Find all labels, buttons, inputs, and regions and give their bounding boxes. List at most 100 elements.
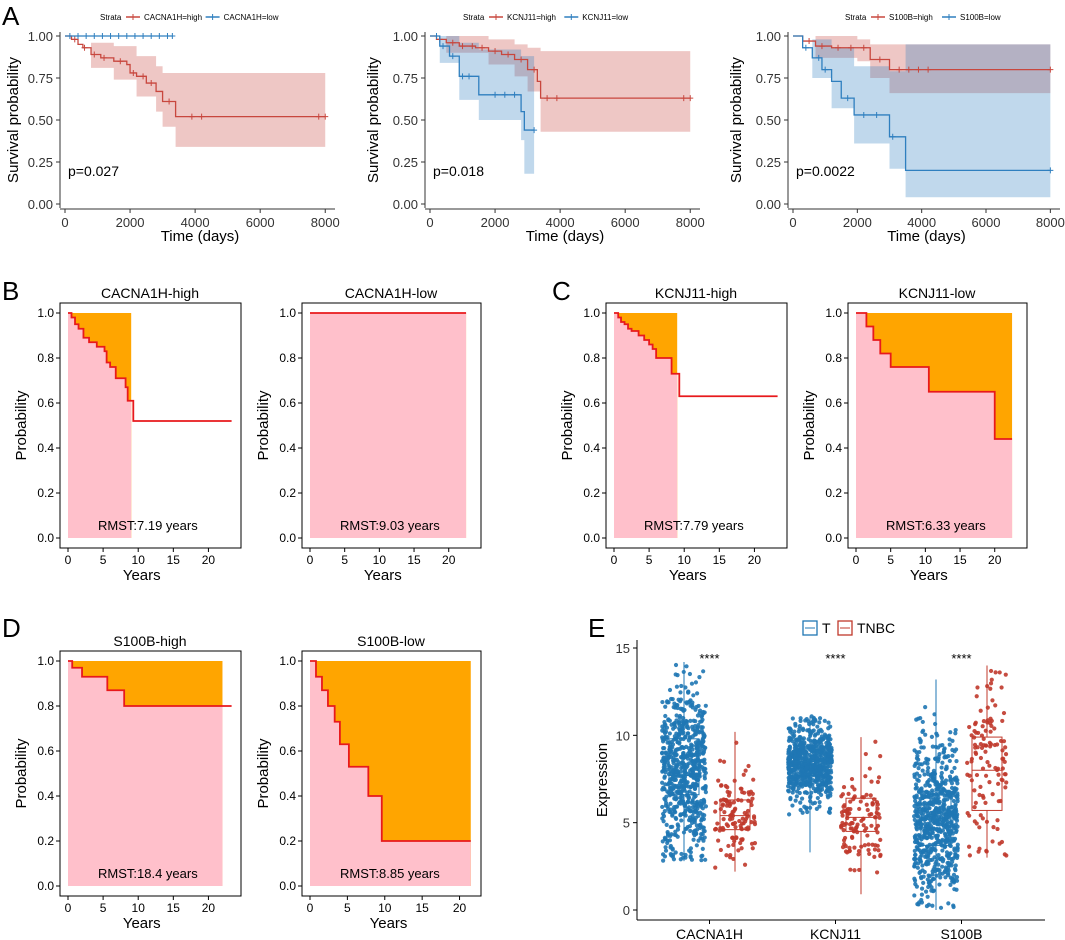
- expression-point: [919, 791, 924, 796]
- censor-mark: [915, 66, 922, 73]
- expression-point: [690, 747, 695, 752]
- expression-point: [804, 790, 810, 796]
- expression-point: [946, 830, 951, 835]
- expression-point: [668, 755, 674, 760]
- y-axis-title: Probability: [801, 390, 818, 461]
- expression-point: [673, 662, 679, 668]
- expression-point: [967, 853, 972, 858]
- expression-point: [940, 864, 945, 869]
- expression-point: [702, 776, 707, 781]
- expression-point: [787, 735, 792, 740]
- expression-point: [715, 821, 720, 826]
- expression-point: [927, 821, 932, 826]
- expression-point: [827, 745, 832, 750]
- expression-point: [972, 788, 977, 793]
- y-tick-label: 0.8: [37, 699, 54, 713]
- x-tick-label: 6000: [611, 215, 640, 230]
- censor-mark: [544, 95, 551, 102]
- expression-point: [940, 779, 945, 784]
- expression-point: [681, 730, 686, 735]
- expression-point: [670, 847, 675, 852]
- x-tick-label: 15: [953, 553, 967, 567]
- expression-point: [694, 843, 699, 848]
- y-tick-label: 0.6: [37, 396, 54, 410]
- legend-title: Strata: [100, 13, 122, 22]
- expression-point: [686, 796, 691, 801]
- censor-mark: [844, 95, 851, 102]
- expression-point: [849, 776, 855, 782]
- x-tick-label: 20: [442, 553, 456, 567]
- expression-point: [925, 894, 930, 899]
- expression-point: [826, 720, 831, 725]
- y-tick-label: 0.50: [756, 113, 781, 128]
- expression-point: [935, 759, 941, 764]
- expression-point: [662, 756, 667, 761]
- censor-mark: [440, 43, 447, 50]
- expression-point: [987, 740, 992, 745]
- expression-point: [849, 834, 855, 839]
- expression-point: [689, 681, 695, 686]
- censor-mark: [83, 33, 90, 39]
- expression-point: [789, 763, 795, 768]
- expression-point: [828, 764, 833, 769]
- expression-point: [869, 779, 874, 784]
- expression-point: [810, 755, 815, 760]
- censor-mark: [81, 44, 88, 51]
- expression-point: [926, 853, 931, 859]
- expression-point: [681, 811, 686, 817]
- expression-point: [936, 838, 941, 843]
- expression-point: [929, 791, 935, 796]
- expression-point: [931, 876, 936, 882]
- expression-point: [919, 745, 924, 750]
- censor-mark: [169, 33, 176, 39]
- y-tick-label: 0.8: [37, 351, 54, 365]
- expression-point: [942, 824, 947, 829]
- expression-point: [741, 772, 746, 777]
- expression-point: [926, 884, 931, 890]
- censor-mark: [166, 98, 173, 105]
- y-tick-label: 0.4: [37, 789, 54, 803]
- expression-point: [872, 854, 877, 859]
- x-tick-label: 5: [341, 553, 348, 567]
- x-axis-title: Years: [910, 567, 948, 584]
- expression-point: [700, 758, 705, 763]
- expression-point: [878, 837, 883, 843]
- expression-point: [976, 849, 981, 854]
- expression-point: [924, 847, 929, 853]
- expression-point: [848, 867, 853, 872]
- expression-point: [947, 742, 952, 747]
- censor-mark: [806, 38, 813, 45]
- expression-point: [917, 762, 922, 767]
- expression-point: [984, 848, 989, 853]
- censor-mark: [835, 44, 842, 51]
- survival-curve-line: [65, 35, 326, 118]
- expression-point: [912, 748, 917, 753]
- expression-point: [719, 783, 724, 788]
- expression-point: [953, 731, 958, 736]
- expression-point: [793, 737, 799, 743]
- expression-point: [686, 771, 691, 776]
- expression-point: [933, 820, 939, 825]
- expression-point: [680, 745, 685, 750]
- expression-point: [693, 805, 698, 811]
- censor-mark: [75, 33, 82, 39]
- censor-mark: [115, 33, 122, 39]
- expression-point: [975, 685, 980, 690]
- expression-point: [861, 823, 866, 828]
- expression-point: [932, 815, 937, 820]
- censor-mark: [802, 44, 809, 51]
- expression-point: [950, 859, 955, 864]
- censor-mark: [822, 66, 829, 73]
- expression-point: [926, 861, 931, 866]
- expression-point: [915, 865, 920, 870]
- x-tick-label: 0: [65, 553, 72, 567]
- expression-point: [857, 806, 862, 812]
- x-tick-label: 20: [748, 553, 762, 567]
- expression-point: [914, 717, 919, 722]
- expression-point: [992, 726, 997, 731]
- plot-title: CACNA1H-high: [101, 285, 199, 301]
- expression-point: [660, 804, 665, 810]
- censor-mark: [1047, 167, 1054, 174]
- y-tick-label: 0.6: [825, 396, 842, 410]
- expression-point: [922, 794, 927, 799]
